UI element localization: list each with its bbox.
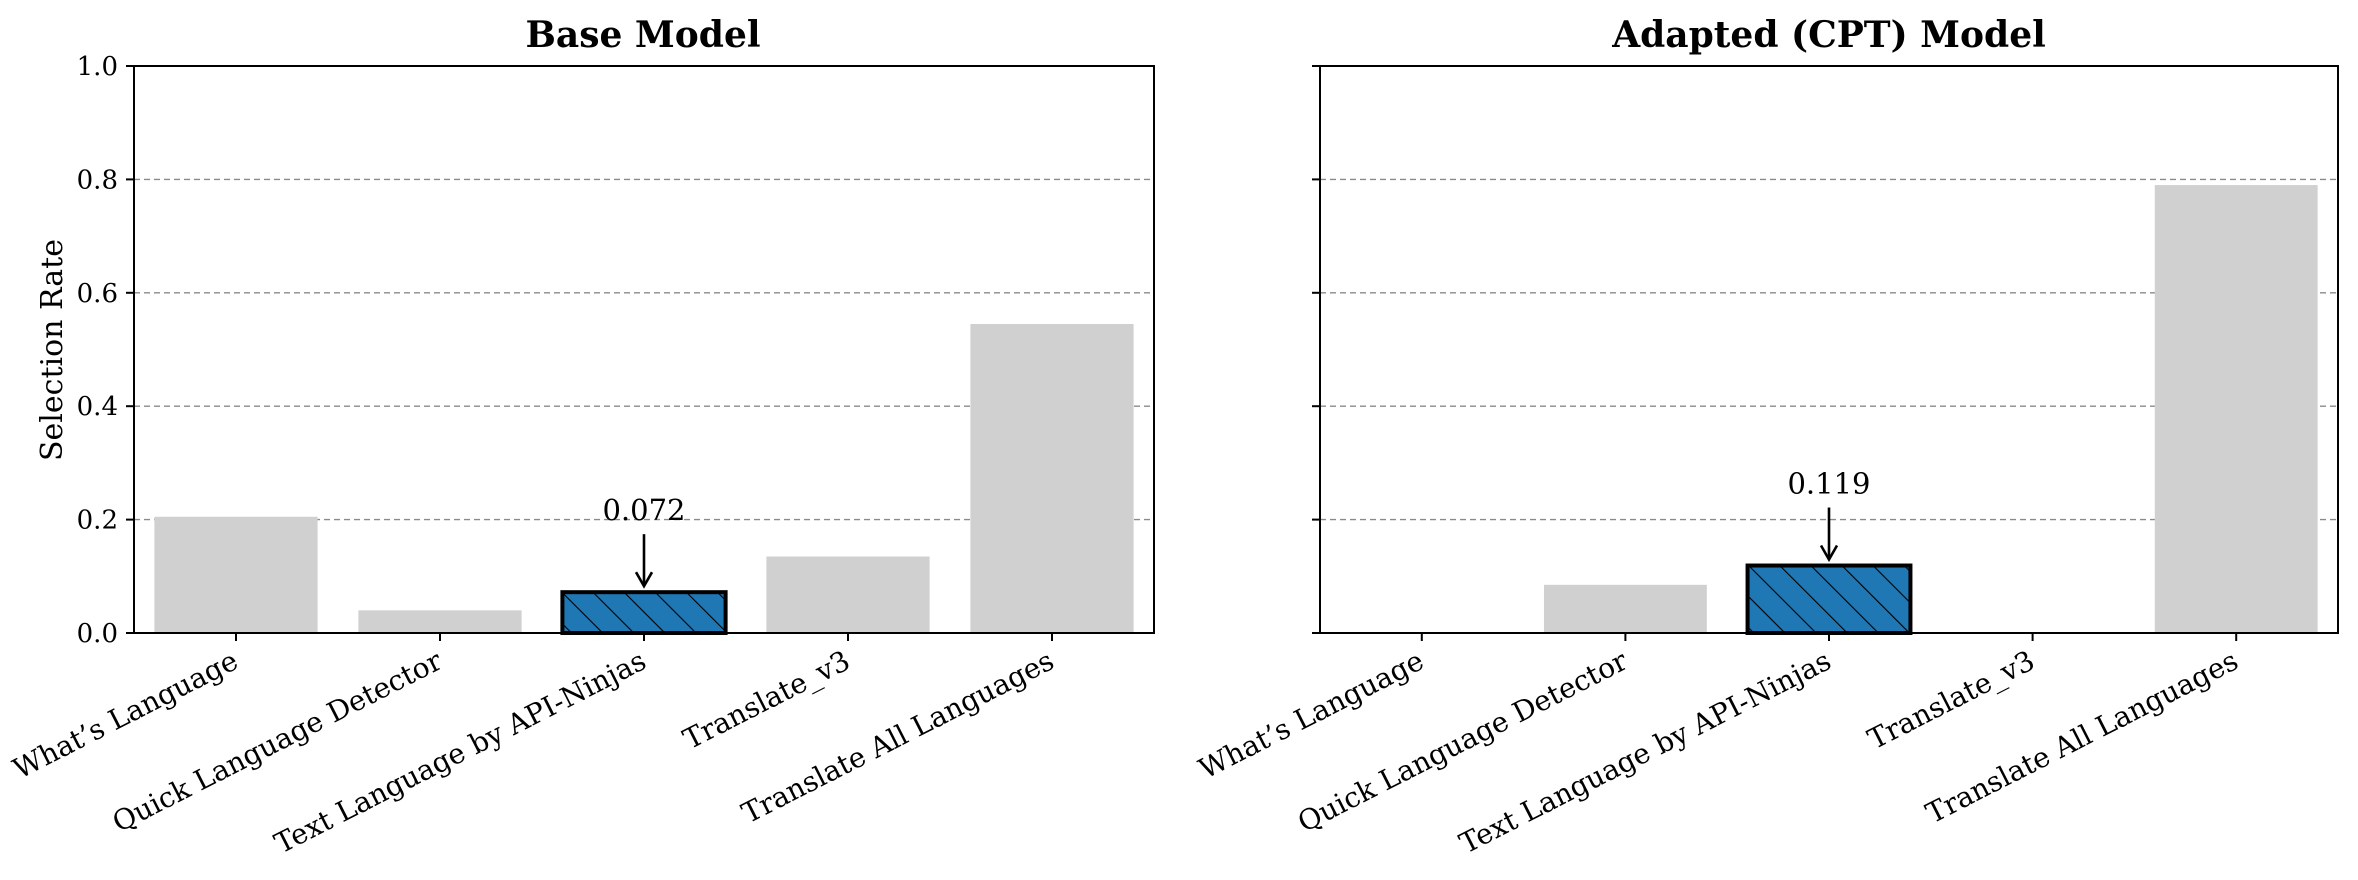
plot-frame xyxy=(133,65,1155,634)
chart-panel-base-model: Base Model Selection Rate 0.072 0.00.20.… xyxy=(8,14,1155,860)
bar-highlighted xyxy=(560,590,728,636)
bar-highlighted xyxy=(1745,563,1913,635)
y-tick-label: 0.2 xyxy=(77,506,118,536)
x-tick-label: Quick Language Detector xyxy=(107,644,448,839)
bar xyxy=(358,610,522,633)
annotation-label: 0.119 xyxy=(1787,467,1870,501)
annotation-arrowhead xyxy=(634,571,654,589)
plot-frame xyxy=(1319,65,2339,634)
bar xyxy=(154,516,318,633)
annotation: 0.072 xyxy=(602,493,686,589)
x-tick-label: Text Language by API-Ninjas xyxy=(1454,644,1836,860)
annotation: 0.119 xyxy=(1787,467,1871,563)
y-tick-label: 1.0 xyxy=(77,52,118,82)
chart-title: Adapted (CPT) Model xyxy=(1611,14,2046,56)
annotation-arrowhead xyxy=(1819,544,1839,563)
x-tick-label: Translate_v3 xyxy=(1862,644,2039,756)
bar xyxy=(1543,584,1707,633)
chart-panel-adapted-model: Adapted (CPT) Model 0.119 What’s Languag… xyxy=(1194,14,2339,860)
y-ticks: 0.0 0.2 0.4 0.6 0.8 1.0 xyxy=(77,52,134,649)
annotation-label: 0.072 xyxy=(602,493,685,527)
y-tick-label: 0.0 xyxy=(77,619,118,649)
y-axis-label: Selection Rate xyxy=(35,239,70,461)
bar xyxy=(2154,185,2318,633)
y-ticks xyxy=(1312,65,1320,634)
bars xyxy=(1543,185,2318,635)
bar xyxy=(970,323,1134,633)
y-tick-label: 0.8 xyxy=(77,165,118,195)
y-tick-label: 0.4 xyxy=(77,392,118,422)
x-tick-label: Translate_v3 xyxy=(678,644,855,756)
bars xyxy=(154,323,1134,636)
x-tick-label: Text Language by API-Ninjas xyxy=(269,644,651,860)
bar xyxy=(766,556,930,633)
x-tick-label: Quick Language Detector xyxy=(1292,644,1633,839)
chart-title: Base Model xyxy=(525,14,760,56)
y-tick-label: 0.6 xyxy=(77,279,118,309)
